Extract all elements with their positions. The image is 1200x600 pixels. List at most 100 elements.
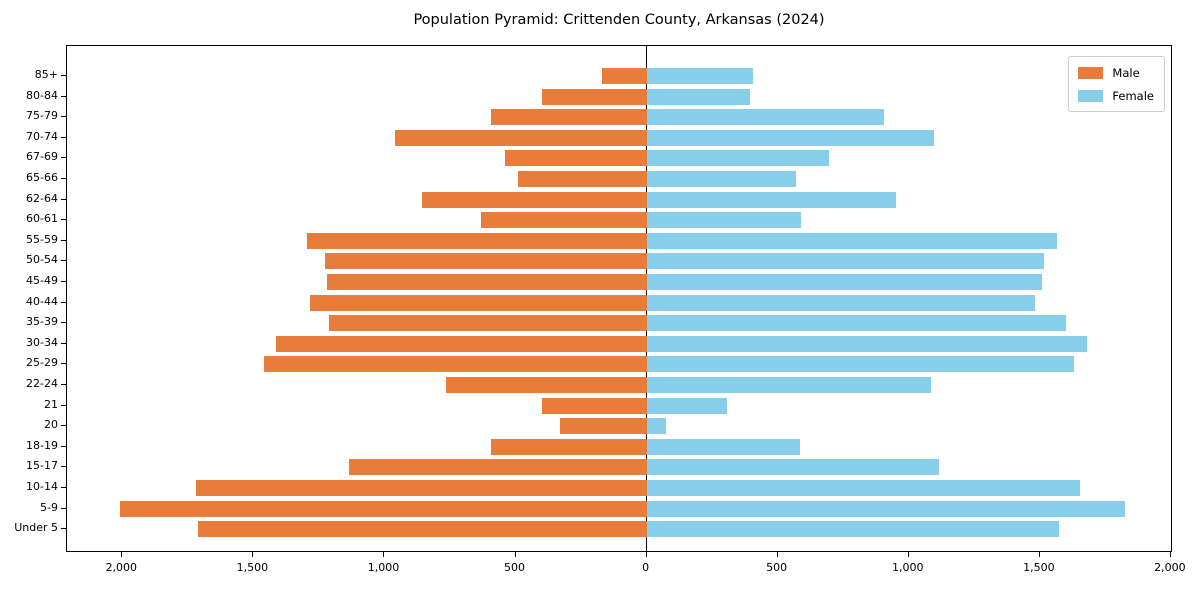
y-tick-mark <box>61 342 66 344</box>
x-tick-label-500: 500 <box>504 561 526 574</box>
x-tick-label-2,000: 2,000 <box>105 561 138 574</box>
x-tick-label-1,000: 1,000 <box>892 561 924 574</box>
bar-female-22-24 <box>646 377 932 393</box>
y-tick-label-85+: 85+ <box>34 68 58 81</box>
bar-male-60-61 <box>481 212 647 229</box>
bar-male-80-84 <box>541 88 647 105</box>
y-tick-label-20: 20 <box>44 418 58 432</box>
bar-female-15-17 <box>646 459 939 476</box>
bar-male-50-54 <box>325 253 647 270</box>
y-tick-label-5-9: 5-9 <box>40 500 58 514</box>
y-tick-label-45-49: 45-49 <box>26 274 58 287</box>
y-tick-mark <box>61 507 66 509</box>
bar-female-25-29 <box>646 356 1074 373</box>
x-tick-mark <box>383 552 385 557</box>
bar-female-10-14 <box>646 480 1081 496</box>
y-tick-mark <box>61 239 66 241</box>
legend: Male Female <box>1068 56 1165 112</box>
male-color-swatch <box>1078 66 1104 79</box>
y-tick-mark <box>61 95 66 97</box>
y-tick-mark <box>61 487 66 488</box>
y-tick-label-67-69: 67-69 <box>26 150 58 164</box>
y-tick-label-40-44: 40-44 <box>26 294 58 308</box>
y-tick-mark <box>61 136 66 138</box>
x-tick-mark <box>776 552 778 557</box>
legend-label-male: Male <box>1112 65 1140 80</box>
y-tick-mark <box>61 445 66 447</box>
bar-female-21 <box>646 397 727 414</box>
bar-female-55-59 <box>646 232 1057 249</box>
bar-female-20 <box>646 418 667 435</box>
y-tick-mark <box>61 260 66 262</box>
female-color-swatch <box>1078 89 1104 102</box>
bar-male-22-24 <box>446 377 647 393</box>
x-tick-label-1,500: 1,500 <box>236 561 269 574</box>
bar-female-80-84 <box>646 88 751 105</box>
y-tick-mark <box>61 178 66 179</box>
x-tick-mark <box>907 552 909 557</box>
bar-female-18-19 <box>646 438 800 455</box>
bar-male-55-59 <box>307 232 647 249</box>
y-tick-label-10-14: 10-14 <box>26 480 58 493</box>
bar-female-60-61 <box>646 212 802 229</box>
y-tick-label-35-39: 35-39 <box>26 315 58 329</box>
y-tick-mark <box>61 425 66 427</box>
legend-label-female: Female <box>1112 88 1154 103</box>
y-tick-label-50-54: 50-54 <box>26 253 58 267</box>
y-tick-label-25-29: 25-29 <box>26 356 58 370</box>
x-tick-mark <box>514 552 516 557</box>
bar-female-Under 5 <box>646 521 1060 538</box>
plot-area: Male Female <box>66 45 1172 552</box>
y-tick-mark <box>61 198 66 200</box>
y-tick-mark <box>61 301 66 303</box>
bar-female-30-34 <box>646 335 1087 352</box>
x-tick-label-2,000: 2,000 <box>1154 561 1186 574</box>
y-tick-mark <box>61 281 66 282</box>
bar-male-67-69 <box>505 150 647 167</box>
y-tick-label-80-84: 80-84 <box>26 88 58 102</box>
y-tick-mark <box>61 322 66 324</box>
bar-female-70-74 <box>646 129 934 146</box>
y-tick-label-22-24: 22-24 <box>26 377 58 390</box>
x-tick-label-1,000: 1,000 <box>367 561 400 574</box>
bar-male-5-9 <box>119 500 647 517</box>
bar-male-85+ <box>602 68 647 84</box>
bar-male-10-14 <box>195 480 647 496</box>
bar-male-25-29 <box>263 356 647 373</box>
x-tick-mark <box>1169 552 1171 557</box>
bar-male-20 <box>560 418 647 435</box>
y-tick-mark <box>61 157 66 159</box>
x-tick-label-500: 500 <box>766 561 788 574</box>
bar-male-Under 5 <box>198 521 647 538</box>
y-tick-mark <box>61 219 66 221</box>
y-tick-mark <box>61 363 66 365</box>
y-tick-mark <box>61 384 66 385</box>
bar-female-5-9 <box>646 500 1125 517</box>
y-tick-label-65-66: 65-66 <box>26 171 58 184</box>
y-tick-label-21: 21 <box>44 397 58 411</box>
legend-item-female: Female <box>1078 87 1154 104</box>
y-tick-mark <box>61 404 66 406</box>
bar-female-45-49 <box>646 274 1043 290</box>
bar-male-75-79 <box>490 109 647 126</box>
bar-female-35-39 <box>646 315 1067 332</box>
y-tick-label-30-34: 30-34 <box>26 335 58 349</box>
bar-male-40-44 <box>309 294 647 311</box>
y-tick-label-70-74: 70-74 <box>26 129 58 143</box>
bar-male-62-64 <box>422 191 647 208</box>
bar-male-35-39 <box>329 315 647 332</box>
x-tick-mark <box>1038 552 1040 557</box>
bar-female-67-69 <box>646 150 829 167</box>
y-tick-label-75-79: 75-79 <box>26 109 58 123</box>
bar-male-30-34 <box>275 335 647 352</box>
bar-female-75-79 <box>646 109 884 126</box>
bar-female-50-54 <box>646 253 1044 270</box>
y-tick-mark <box>61 75 66 76</box>
y-tick-label-18-19: 18-19 <box>26 438 58 452</box>
bar-male-45-49 <box>326 274 647 290</box>
y-tick-label-55-59: 55-59 <box>26 232 58 246</box>
y-tick-mark <box>61 528 66 530</box>
y-tick-mark <box>61 116 66 118</box>
bar-male-21 <box>541 397 647 414</box>
